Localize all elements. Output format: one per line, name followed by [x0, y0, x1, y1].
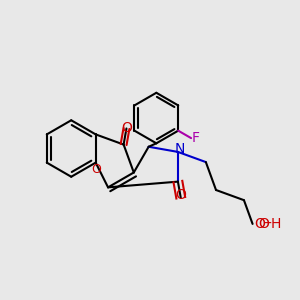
Text: O: O: [175, 188, 186, 202]
Text: F: F: [191, 131, 200, 145]
Text: O: O: [121, 122, 132, 136]
Text: N: N: [174, 142, 184, 156]
Text: O: O: [258, 217, 269, 231]
Text: O: O: [91, 163, 101, 176]
Text: H: H: [271, 217, 281, 231]
Text: -: -: [263, 217, 268, 231]
Text: O: O: [255, 217, 266, 231]
Text: -: -: [266, 217, 272, 231]
